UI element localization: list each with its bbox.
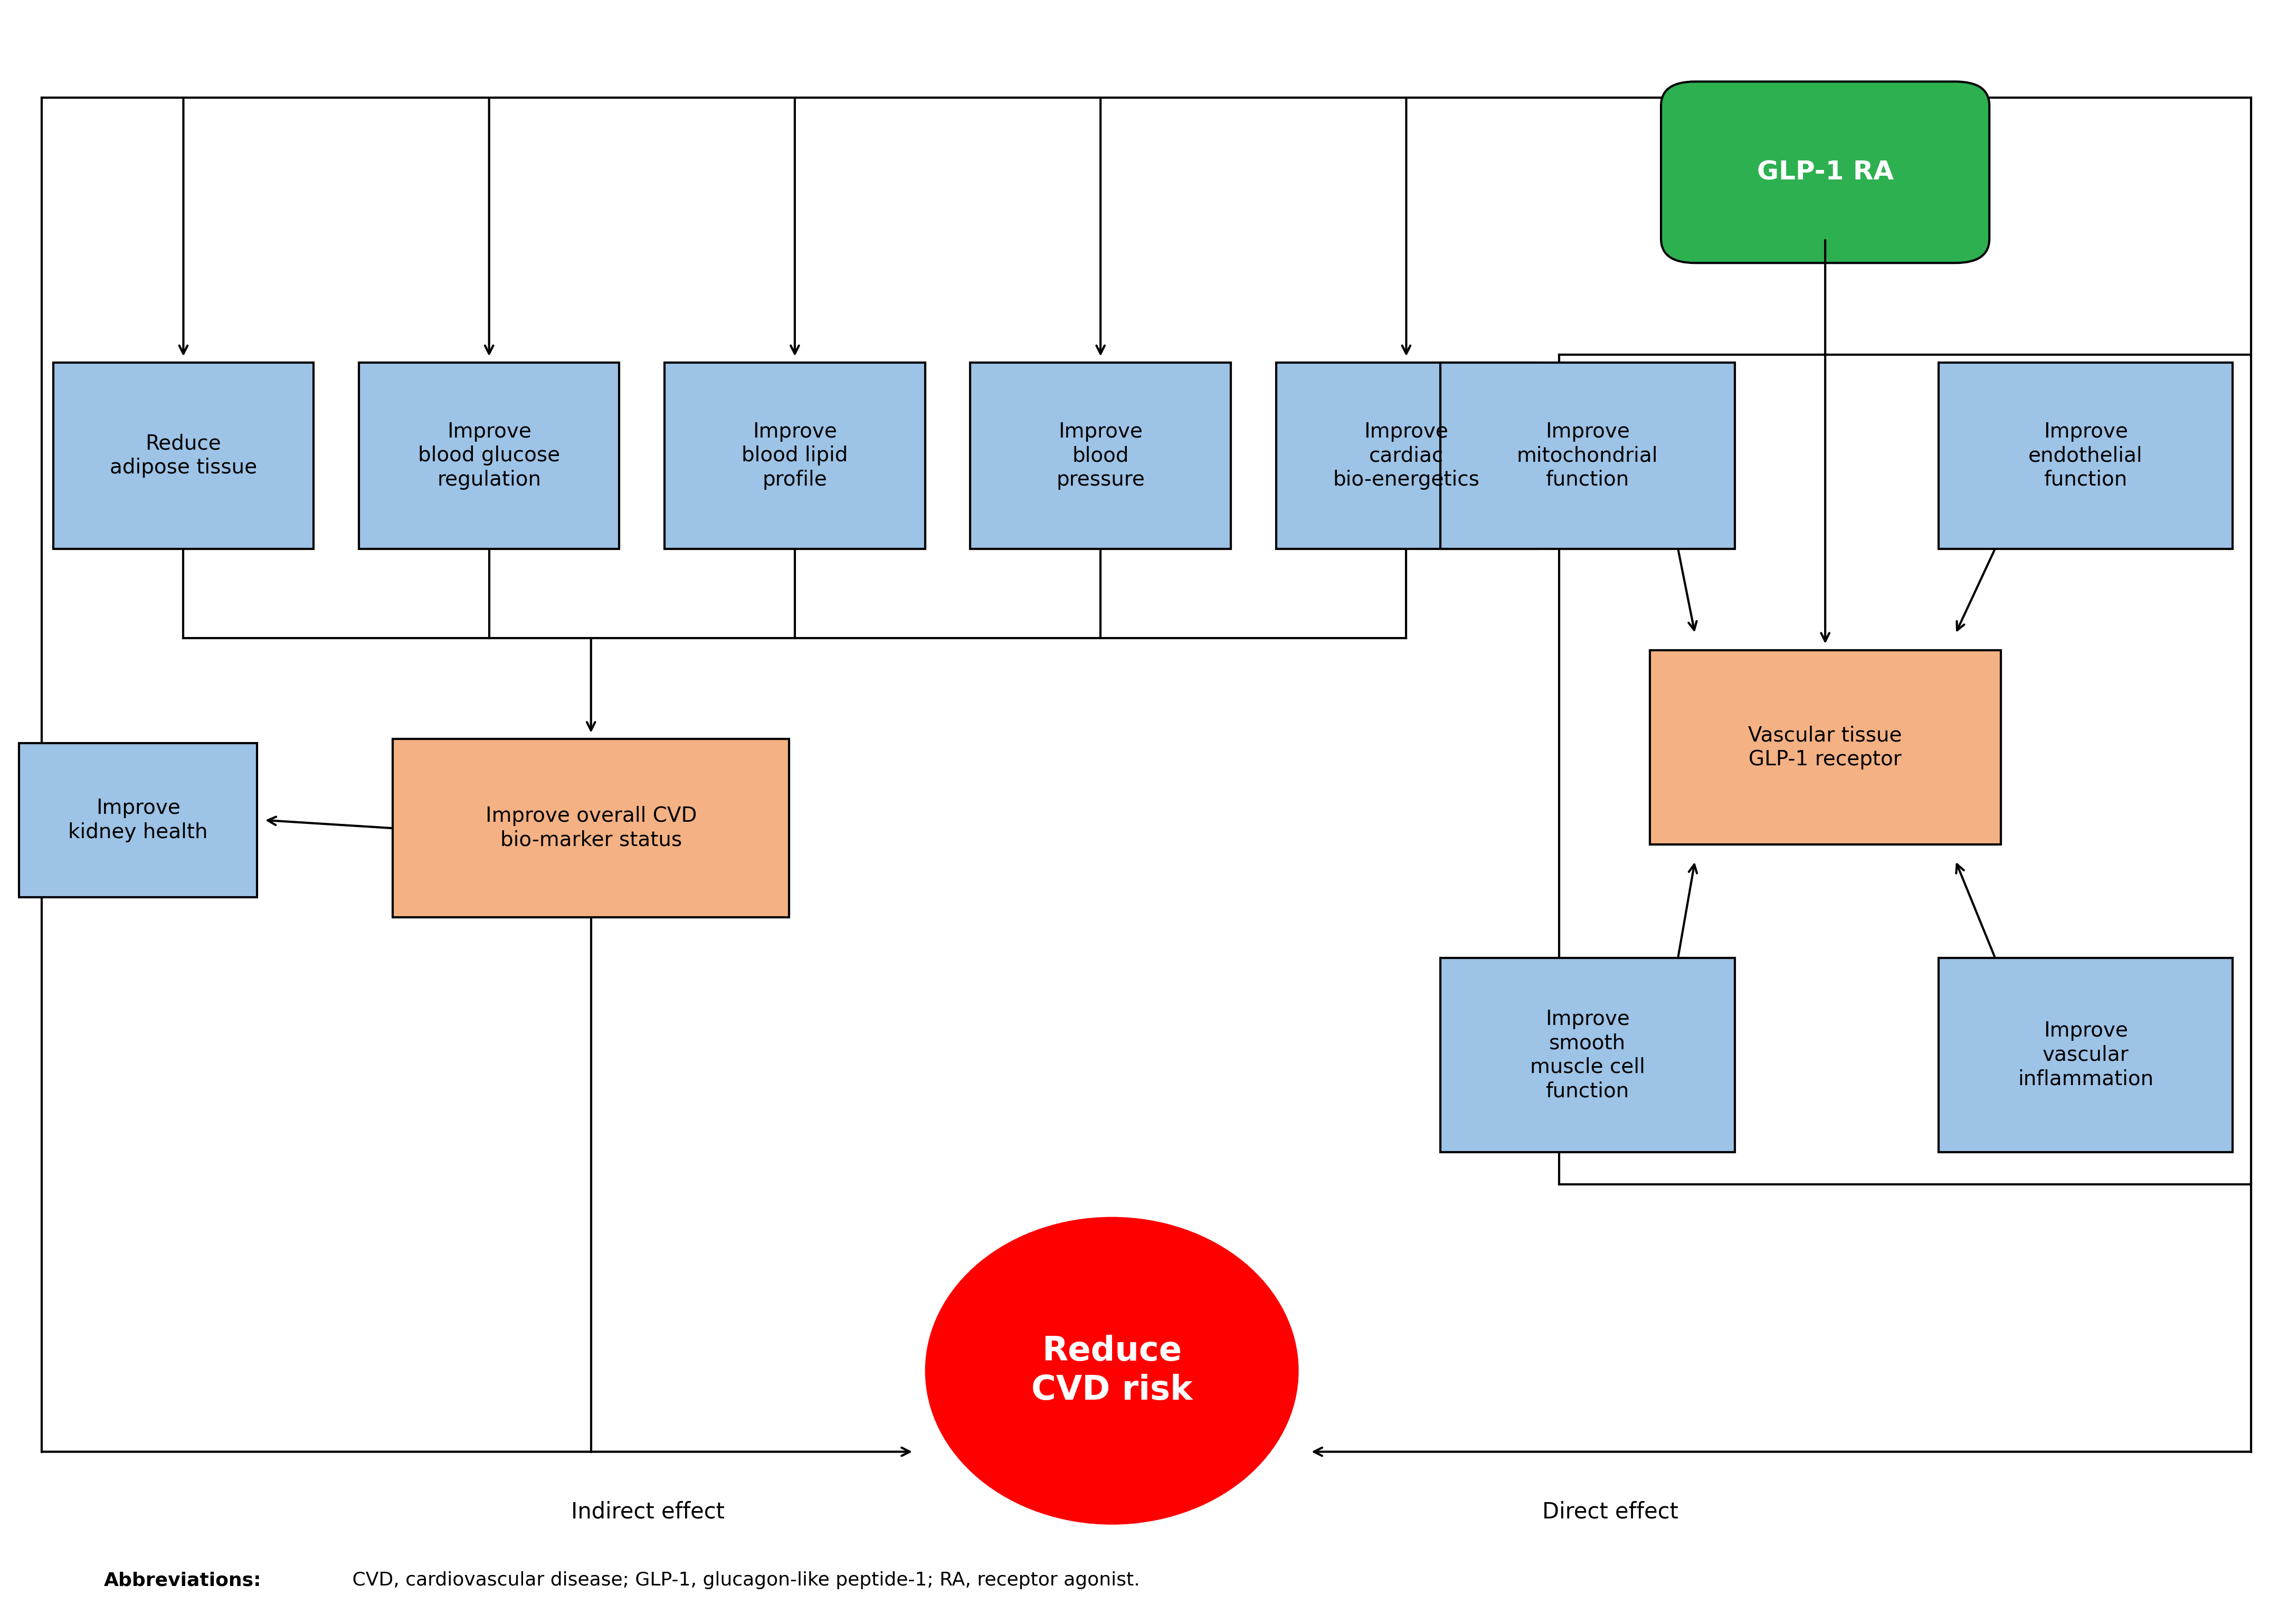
Text: Abbreviations:: Abbreviations:	[104, 1572, 261, 1590]
Text: Reduce
adipose tissue: Reduce adipose tissue	[109, 434, 256, 477]
Text: Improve
mitochondrial
function: Improve mitochondrial function	[1518, 422, 1659, 490]
Bar	[1938, 362, 2233, 549]
Bar	[665, 362, 926, 549]
Text: GLP-1 RA: GLP-1 RA	[1756, 159, 1895, 185]
Bar	[1275, 362, 1536, 549]
Text: Improve
blood
pressure: Improve blood pressure	[1057, 422, 1146, 490]
Text: Improve
blood lipid
profile: Improve blood lipid profile	[742, 422, 849, 490]
Text: Improve
blood glucose
regulation: Improve blood glucose regulation	[417, 422, 560, 490]
Text: Improve
endothelial
function: Improve endothelial function	[2028, 422, 2142, 490]
Bar	[359, 362, 619, 549]
Bar	[1938, 958, 2233, 1151]
Ellipse shape	[926, 1216, 1298, 1525]
Bar	[1650, 650, 2001, 844]
Bar	[1441, 362, 1734, 549]
Text: Improve overall CVD
bio-marker status: Improve overall CVD bio-marker status	[486, 806, 697, 851]
Text: Vascular tissue
GLP-1 receptor: Vascular tissue GLP-1 receptor	[1749, 726, 1901, 770]
Bar	[52, 362, 313, 549]
Text: Improve
kidney health: Improve kidney health	[68, 797, 209, 843]
Text: Improve
vascular
inflammation: Improve vascular inflammation	[2017, 1021, 2153, 1090]
Text: Reduce
CVD risk: Reduce CVD risk	[1030, 1335, 1193, 1406]
Text: Direct effect: Direct effect	[1543, 1501, 1679, 1523]
Text: Improve
cardiac
bio-energetics: Improve cardiac bio-energetics	[1332, 422, 1479, 490]
Text: CVD, cardiovascular disease; GLP-1, glucagon-like peptide-1; RA, receptor agonis: CVD, cardiovascular disease; GLP-1, gluc…	[347, 1572, 1139, 1590]
FancyBboxPatch shape	[1661, 81, 1990, 263]
Text: Indirect effect: Indirect effect	[572, 1501, 724, 1523]
Bar	[971, 362, 1230, 549]
Text: Improve
smooth
muscle cell
function: Improve smooth muscle cell function	[1529, 1009, 1645, 1101]
Bar	[393, 739, 790, 918]
Bar	[18, 744, 256, 896]
Bar	[1441, 958, 1734, 1151]
